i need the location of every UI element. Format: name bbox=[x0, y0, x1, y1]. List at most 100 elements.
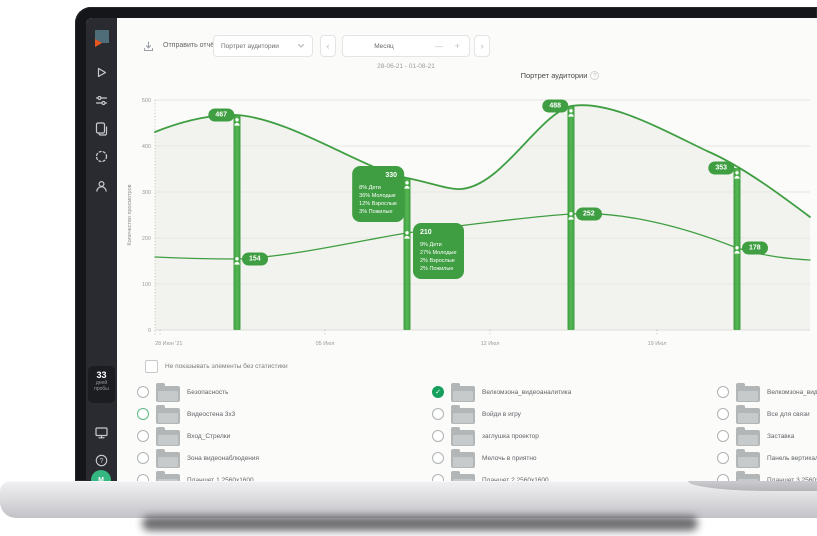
list-item[interactable]: Вход_Стрелки bbox=[137, 426, 427, 446]
equalizer-icon bbox=[95, 95, 108, 106]
list-item[interactable]: Планшет 2 2560х1600 bbox=[432, 470, 712, 481]
report-type-dropdown[interactable]: Портрет аудитории bbox=[213, 35, 313, 57]
chevron-left-icon: ‹ bbox=[326, 41, 330, 51]
y-tick-200: 200 bbox=[142, 236, 151, 242]
item-label: Видеостена 3х3 bbox=[187, 410, 236, 418]
filter-column-1: Безопасность Видеостена 3х3 Вход_Стрелки… bbox=[137, 382, 427, 481]
x-tick-1: 28 Июн '21 bbox=[155, 341, 182, 347]
folder-icon bbox=[451, 470, 475, 481]
pages-icon bbox=[95, 122, 108, 136]
spinner-icon bbox=[95, 150, 108, 163]
period-prev-button[interactable]: ‹ bbox=[320, 35, 336, 57]
item-label: Все для связи bbox=[767, 410, 810, 418]
sidebar-item-help[interactable]: ? bbox=[93, 452, 110, 469]
item-label: заглушка проектор bbox=[482, 432, 539, 440]
export-report-button[interactable] bbox=[139, 37, 158, 56]
folder-icon bbox=[736, 382, 760, 402]
folder-icon bbox=[736, 404, 760, 424]
item-radio[interactable] bbox=[137, 430, 149, 442]
list-item[interactable]: Планшет 3 2560х1600 bbox=[717, 470, 817, 481]
item-label: Вход_Стрелки bbox=[187, 432, 231, 440]
chart-title-row: Портрет аудитории ? bbox=[460, 71, 660, 80]
sidebar-item-content[interactable] bbox=[93, 120, 110, 137]
period-label: Месяц bbox=[374, 42, 394, 50]
item-radio[interactable] bbox=[432, 408, 444, 420]
list-item[interactable]: Панель вертикальная внутренняя bbox=[717, 448, 817, 468]
value-badge: 178 bbox=[742, 241, 768, 255]
item-radio[interactable] bbox=[432, 430, 444, 442]
send-report-button[interactable]: Отправить отчёт bbox=[163, 42, 218, 49]
info-icon[interactable]: ? bbox=[590, 71, 600, 80]
item-label: Зона видеонаблюдения bbox=[187, 454, 259, 462]
event-bar-2[interactable] bbox=[403, 178, 411, 330]
chevron-down-icon bbox=[297, 43, 305, 48]
item-label: Велкомзона_видеоаналитика bbox=[482, 388, 572, 396]
demographics-tooltip: 330 8% Дети 36% Молодые 12% Взрослые 3% … bbox=[352, 166, 404, 222]
item-radio[interactable] bbox=[432, 452, 444, 464]
list-item[interactable]: Зона видеонаблюдения bbox=[137, 448, 427, 468]
y-tick-100: 100 bbox=[142, 282, 151, 288]
y-tick-300: 300 bbox=[142, 190, 151, 196]
list-item[interactable]: Безопасность bbox=[137, 382, 427, 402]
sidebar: 33 дней пробы ? М bbox=[86, 18, 117, 481]
tooltip-line: 12% Взрослые bbox=[359, 201, 397, 207]
item-radio[interactable] bbox=[137, 474, 149, 481]
item-radio[interactable] bbox=[717, 430, 729, 442]
item-radio[interactable] bbox=[717, 474, 729, 481]
item-radio[interactable] bbox=[137, 386, 149, 398]
item-label: Планшет 1 2560х1600 bbox=[187, 476, 254, 482]
series-line-upper bbox=[154, 104, 811, 218]
laptop-base bbox=[0, 481, 817, 518]
folder-icon bbox=[451, 426, 475, 446]
value-badge: 353 bbox=[708, 161, 734, 175]
folder-icon bbox=[156, 404, 180, 424]
zoom-out-control[interactable]: — bbox=[435, 41, 443, 51]
item-radio[interactable] bbox=[717, 386, 729, 398]
list-item[interactable]: Войди в игру bbox=[432, 404, 712, 424]
list-item[interactable]: Велкомзона_видеоаналитика bbox=[717, 382, 817, 402]
trial-badge[interactable]: 33 дней пробы bbox=[88, 366, 115, 403]
list-item[interactable]: Все для связи bbox=[717, 404, 817, 424]
item-radio[interactable] bbox=[137, 452, 149, 464]
period-selector[interactable]: Месяц — + bbox=[342, 35, 470, 57]
period-next-button[interactable]: › bbox=[474, 35, 490, 57]
sidebar-item-processing[interactable] bbox=[93, 148, 110, 165]
sidebar-item-settings[interactable] bbox=[93, 92, 110, 109]
sidebar-item-profile[interactable] bbox=[93, 178, 110, 195]
folder-icon bbox=[736, 426, 760, 446]
date-range-label: 28-06-21 - 01-08-21 bbox=[377, 63, 435, 70]
laptop-notch bbox=[688, 481, 817, 491]
item-radio-checked[interactable] bbox=[432, 386, 444, 398]
list-item[interactable]: Планшет 1 2560х1600 bbox=[137, 470, 427, 481]
user-avatar[interactable]: М bbox=[91, 470, 111, 481]
trial-caption-1: дней bbox=[95, 380, 108, 386]
hide-empty-checkbox[interactable] bbox=[145, 360, 158, 373]
list-item[interactable]: заглушка проектор bbox=[432, 426, 712, 446]
item-radio[interactable] bbox=[432, 474, 444, 481]
item-radio[interactable] bbox=[717, 408, 729, 420]
help-icon: ? bbox=[95, 454, 108, 467]
list-item[interactable]: Мелочь в приятно bbox=[432, 448, 712, 468]
sidebar-item-displays[interactable] bbox=[93, 424, 110, 441]
folder-icon bbox=[736, 448, 760, 468]
folder-icon bbox=[451, 404, 475, 424]
chart-title: Портрет аудитории bbox=[520, 71, 588, 80]
item-radio[interactable] bbox=[717, 452, 729, 464]
app-logo bbox=[90, 27, 114, 51]
event-bar-1[interactable] bbox=[233, 115, 241, 330]
list-item[interactable]: Заставка bbox=[717, 426, 817, 446]
y-axis-title: Количество просмотров bbox=[127, 184, 133, 245]
user-icon bbox=[96, 180, 107, 192]
list-item[interactable]: Велкомзона_видеоаналитика bbox=[432, 382, 712, 402]
tooltip-line: 36% Молодые bbox=[359, 192, 396, 199]
zoom-in-control[interactable]: + bbox=[454, 41, 460, 51]
tooltip-line: 3% Пожилые bbox=[359, 209, 393, 216]
item-radio[interactable] bbox=[137, 408, 149, 420]
value-badge: 488 bbox=[542, 99, 568, 113]
x-ticks bbox=[159, 330, 658, 336]
tooltip-line: 2% Пожилые bbox=[420, 266, 454, 273]
list-item[interactable]: Видеостена 3х3 bbox=[137, 404, 427, 424]
y-tick-500: 500 bbox=[142, 98, 151, 104]
sidebar-item-player[interactable] bbox=[93, 64, 110, 81]
